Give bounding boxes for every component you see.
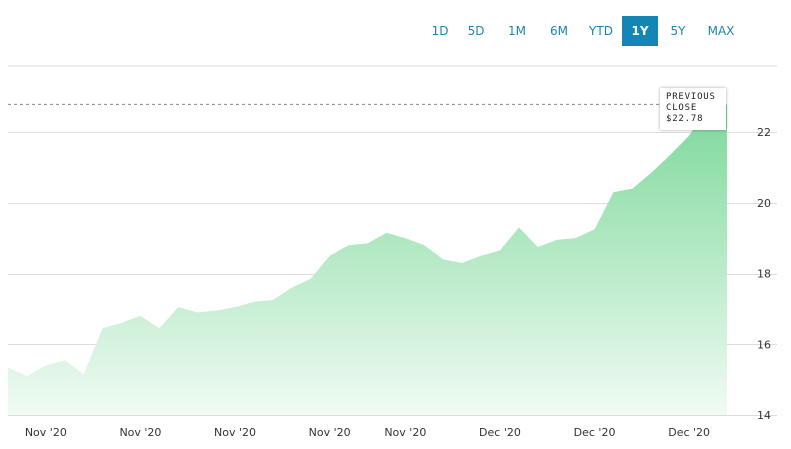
y-tick-label: 20: [757, 197, 771, 210]
range-tab-5d[interactable]: 5D: [467, 24, 485, 38]
price-area: [8, 104, 727, 416]
y-tick-label: 18: [757, 268, 771, 281]
callout-price: $22.78: [666, 114, 704, 124]
range-tab-ytd[interactable]: YTD: [589, 24, 613, 38]
range-tab-1m[interactable]: 1M: [508, 24, 526, 38]
x-tick-label: Dec '20: [479, 426, 521, 439]
range-tab-1y[interactable]: 1Y: [622, 16, 658, 46]
callout-line-2: CLOSE: [666, 103, 698, 113]
y-tick-label: 22: [757, 126, 771, 139]
range-tab-max[interactable]: MAX: [707, 24, 735, 38]
y-tick-label: 16: [757, 338, 771, 351]
x-tick-label: Dec '20: [574, 426, 616, 439]
x-tick-label: Nov '20: [214, 426, 256, 439]
previous-close-callout: PREVIOUS CLOSE $22.78: [660, 88, 726, 130]
range-tab-1d[interactable]: 1D: [431, 24, 449, 38]
x-tick-label: Nov '20: [119, 426, 161, 439]
x-tick-label: Nov '20: [25, 426, 67, 439]
range-tab-5y[interactable]: 5Y: [670, 24, 686, 38]
callout-line-1: PREVIOUS: [666, 92, 716, 102]
x-tick-label: Dec '20: [668, 426, 710, 439]
y-tick-label: 14: [757, 409, 771, 422]
range-tabs: 1D 5D 1M 6M YTD 1Y 5Y MAX: [424, 16, 744, 46]
x-tick-label: Nov '20: [384, 426, 426, 439]
x-tick-label: Nov '20: [309, 426, 351, 439]
range-tab-6m[interactable]: 6M: [550, 24, 568, 38]
